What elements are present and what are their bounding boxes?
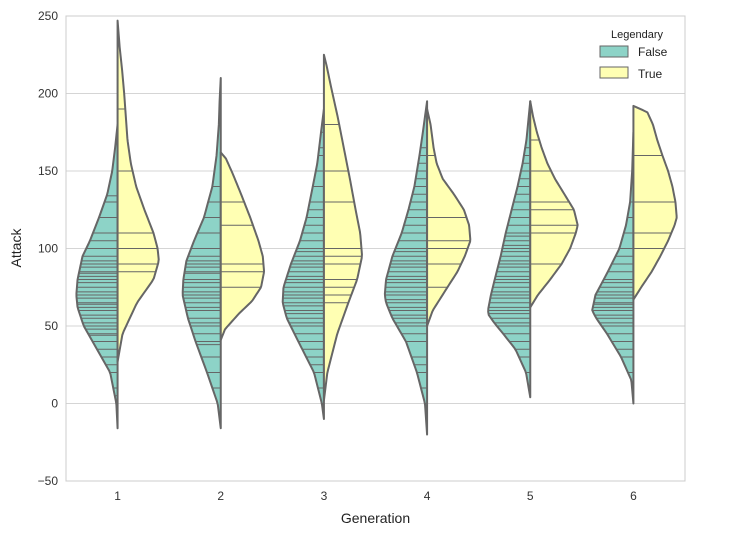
x-tick-label: 1 — [114, 489, 121, 503]
y-tick-label: −50 — [38, 474, 59, 488]
violin-true-gen-1 — [116, 19, 160, 363]
y-tick-label: 200 — [38, 87, 58, 101]
violin-false-gen-3 — [281, 108, 325, 420]
legend-label-false: False — [638, 45, 668, 59]
violin-false-gen-5 — [487, 100, 532, 399]
violin-false-gen-2 — [181, 77, 222, 430]
violin-outline — [426, 108, 472, 327]
y-tick-label: 250 — [38, 9, 58, 23]
x-axis-label: Generation — [341, 510, 410, 526]
violin-body — [117, 20, 159, 362]
violin-body — [592, 132, 634, 404]
violin-true-gen-2 — [219, 151, 266, 341]
legend-swatch-false — [599, 45, 629, 58]
violin-true-gen-4 — [426, 108, 472, 327]
y-tick-label: 100 — [38, 242, 58, 256]
violin-outline — [322, 53, 363, 402]
x-tick-label: 3 — [321, 489, 328, 503]
y-tick-label: 0 — [51, 397, 58, 411]
x-tick-label: 4 — [424, 489, 431, 503]
y-tick-label: 150 — [38, 164, 58, 178]
violin-true-gen-3 — [322, 53, 363, 402]
violin-false-gen-6 — [591, 131, 635, 405]
violin-true-gen-6 — [632, 104, 678, 301]
violin-false-gen-4 — [383, 100, 429, 436]
violin-outline — [181, 77, 222, 430]
violin-outline — [591, 131, 635, 405]
legend-title: Legendary — [611, 29, 663, 41]
plot-frame — [65, 15, 686, 482]
legend: Legendary False True — [599, 29, 668, 81]
violins — [75, 19, 678, 436]
violin-outline — [632, 104, 678, 301]
violin-body — [323, 54, 362, 401]
y-axis-label: Attack — [8, 228, 24, 268]
violin-outline — [75, 123, 119, 430]
violin-body — [384, 101, 428, 435]
violin-true-gen-5 — [529, 100, 579, 309]
violin-outline — [383, 100, 429, 436]
violin-body — [220, 152, 265, 340]
x-tick-label: 6 — [630, 489, 637, 503]
violin-outline — [219, 151, 266, 341]
violin-body — [633, 105, 677, 300]
legend-swatch-true — [599, 66, 629, 79]
violin-outline — [529, 100, 579, 309]
x-tick-label: 2 — [217, 489, 224, 503]
x-tick-label: 5 — [527, 489, 534, 503]
violin-body — [182, 78, 221, 429]
tick-labels: −50 0 50 100 150 200 250 1 2 3 4 5 6 — [38, 9, 637, 503]
legend-label-true: True — [638, 67, 663, 81]
violin-outline — [487, 100, 532, 399]
y-tick-label: 50 — [45, 319, 59, 333]
violin-false-gen-1 — [75, 123, 119, 430]
violin-outline — [281, 108, 325, 420]
violin-outline — [116, 19, 160, 363]
